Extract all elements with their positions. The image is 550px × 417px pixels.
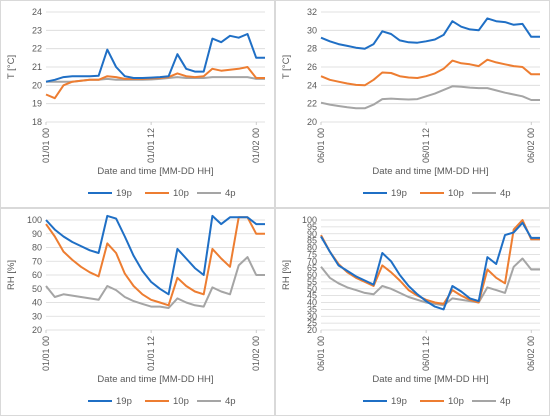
y-tick-label: 55 — [307, 277, 317, 287]
x-tick-label: 01/01 12 — [146, 128, 156, 163]
chart-panel-top-left: 18 19 20 21 22 23 24 01/01 00 01/01 12 01/02 00 T … — [0, 0, 275, 208]
y-tick-label: 90 — [307, 229, 317, 239]
x-tick-label: 06/01 12 — [421, 128, 431, 163]
y-tick-label: 85 — [307, 236, 317, 246]
y-tick-label: 23 — [32, 25, 42, 35]
chart-frame — [0, 0, 275, 208]
series-line-10p — [320, 219, 540, 305]
legend-label-4p: 4p — [225, 396, 236, 407]
y-tick-label: 50 — [307, 284, 317, 294]
y-tick-label: 30 — [307, 25, 317, 35]
series-line-10p — [320, 58, 540, 87]
chart-panel-top-right: 20 22 24 26 28 30 32 06/01 00 06/01 12 06/02 00 T … — [275, 0, 550, 208]
chart-frame — [0, 208, 275, 416]
legend-label-19p: 19p — [116, 188, 132, 199]
y-tick-label: 24 — [32, 7, 42, 17]
x-axis-label: Date and time [MM-DD HH] — [97, 374, 213, 385]
temperature-june-chart: 20 22 24 26 28 30 32 06/01 00 06/01 12 06/02 00 T … — [281, 7, 540, 199]
series-line-4p — [45, 256, 265, 309]
y-tick-label: 22 — [32, 44, 42, 54]
x-axis-label: Date and time [MM-DD HH] — [372, 374, 488, 385]
y-tick-label: 80 — [307, 243, 317, 253]
y-axis-label: RH [%] — [281, 260, 292, 290]
y-tick-label: 45 — [307, 291, 317, 301]
series-line-19p — [320, 221, 540, 311]
y-axis-label: T [°C] — [281, 55, 292, 79]
y-tick-label: 100 — [27, 215, 42, 225]
y-tick-label: 35 — [307, 304, 317, 314]
legend-label-10p: 10p — [173, 188, 189, 199]
series-line-10p — [45, 216, 265, 307]
y-tick-label: 30 — [32, 311, 42, 321]
legend-label-4p: 4p — [500, 188, 511, 199]
x-axis-label: Date and time [MM-DD HH] — [97, 166, 213, 177]
chart-panel-bottom-left: 20 30 40 50 60 70 80 90 100 01/01 00 01/01 12 01/02… — [0, 208, 275, 416]
y-tick-label: 20 — [32, 325, 42, 335]
x-tick-label: 06/01 12 — [421, 336, 431, 371]
y-tick-label: 30 — [307, 311, 317, 321]
x-tick-label: 06/01 00 — [316, 336, 326, 371]
series-line-4p — [320, 85, 540, 110]
y-tick-label: 25 — [307, 318, 317, 328]
y-tick-label: 28 — [307, 44, 317, 54]
y-tick-label: 90 — [32, 229, 42, 239]
y-tick-label: 70 — [307, 256, 317, 266]
y-tick-label: 19 — [32, 99, 42, 109]
y-tick-label: 80 — [32, 243, 42, 253]
y-tick-label: 65 — [307, 263, 317, 273]
chart-panel-bottom-right: 20 25 30 35 40 45 50 55 60 65 70 75 80 85 90 95 100 06/01… — [275, 208, 550, 416]
x-tick-label: 01/01 00 — [41, 336, 51, 371]
y-tick-label: 60 — [32, 270, 42, 280]
y-tick-label: 40 — [32, 298, 42, 308]
x-axis-label: Date and time [MM-DD HH] — [372, 166, 488, 177]
legend-label-10p: 10p — [448, 396, 464, 407]
y-tick-label: 24 — [307, 80, 317, 90]
x-tick-label: 01/01 12 — [146, 336, 156, 371]
y-tick-label: 100 — [302, 215, 317, 225]
y-tick-label: 32 — [307, 7, 317, 17]
legend-label-19p: 19p — [391, 396, 407, 407]
x-tick-label: 01/02 00 — [251, 128, 261, 163]
legend-label-4p: 4p — [225, 188, 236, 199]
x-tick-label: 06/01 00 — [316, 128, 326, 163]
temperature-january-chart: 18 19 20 21 22 23 24 01/01 00 01/01 12 01/02 00 T … — [6, 7, 265, 199]
y-tick-label: 20 — [32, 80, 42, 90]
series-line-19p — [320, 17, 540, 50]
x-tick-label: 06/02 00 — [526, 128, 536, 163]
humidity-january-chart: 20 30 40 50 60 70 80 90 100 01/01 00 01/01 12 01/02… — [6, 214, 265, 407]
legend-label-10p: 10p — [448, 188, 464, 199]
y-tick-label: 22 — [307, 99, 317, 109]
series-line-19p — [45, 214, 265, 296]
series-line-10p — [45, 66, 265, 100]
y-tick-label: 50 — [32, 284, 42, 294]
y-tick-label: 20 — [307, 117, 317, 127]
legend-label-4p: 4p — [500, 396, 511, 407]
y-tick-label: 70 — [32, 256, 42, 266]
y-axis-label: RH [%] — [6, 260, 17, 290]
y-tick-label: 18 — [32, 117, 42, 127]
y-tick-label: 60 — [307, 270, 317, 280]
legend-label-10p: 10p — [173, 396, 189, 407]
y-tick-label: 75 — [307, 249, 317, 259]
x-tick-label: 01/01 00 — [41, 128, 51, 163]
y-axis-label: T [°C] — [6, 55, 17, 79]
legend-label-19p: 19p — [391, 188, 407, 199]
y-tick-label: 40 — [307, 298, 317, 308]
series-line-19p — [45, 33, 265, 83]
x-tick-label: 06/02 00 — [526, 336, 536, 371]
y-tick-label: 26 — [307, 62, 317, 72]
legend-label-19p: 19p — [116, 396, 132, 407]
y-tick-label: 21 — [32, 62, 42, 72]
x-tick-label: 01/02 00 — [251, 336, 261, 371]
y-tick-label: 20 — [307, 325, 317, 335]
y-tick-label: 95 — [307, 222, 317, 232]
